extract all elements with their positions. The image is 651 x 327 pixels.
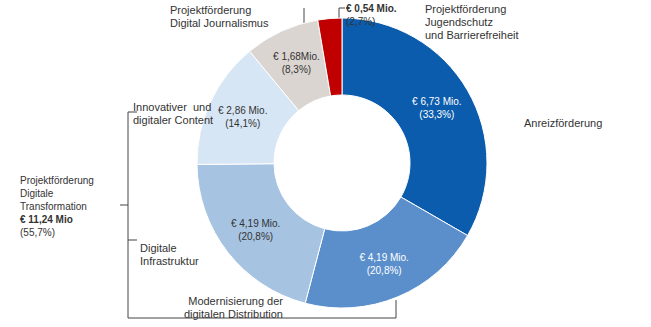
svg-text:Modernisierung der: Modernisierung der	[188, 295, 283, 307]
svg-text:(8,3%): (8,3%)	[282, 64, 311, 75]
svg-text:€ 4,19 Mio.: € 4,19 Mio.	[231, 218, 280, 229]
svg-text:Digitale: Digitale	[140, 242, 177, 254]
svg-text:€ 1,68Mio.: € 1,68Mio.	[273, 51, 320, 62]
svg-text:Infrastruktur: Infrastruktur	[140, 255, 199, 267]
svg-text:€ 6,73 Mio.: € 6,73 Mio.	[412, 96, 461, 107]
svg-text:Digital Journalismus: Digital Journalismus	[170, 17, 269, 29]
svg-text:(20,8%): (20,8%)	[367, 265, 402, 276]
svg-text:(2,7%): (2,7%)	[346, 16, 375, 27]
svg-text:Projektförderung: Projektförderung	[20, 175, 94, 186]
svg-text:(55,7%): (55,7%)	[20, 227, 55, 238]
svg-text:Projektförderung: Projektförderung	[425, 3, 506, 15]
svg-text:Innovativer und: Innovativer und	[133, 101, 211, 113]
svg-text:Anreizförderung: Anreizförderung	[524, 117, 602, 129]
svg-text:€ 2,86 Mio.: € 2,86 Mio.	[218, 105, 267, 116]
svg-text:(20,8%): (20,8%)	[238, 231, 273, 242]
svg-text:und Barrierefreiheit: und Barrierefreiheit	[425, 29, 519, 41]
svg-text:€ 4,19 Mio.: € 4,19 Mio.	[359, 252, 408, 263]
svg-text:digitalen Distribution: digitalen Distribution	[184, 308, 283, 320]
svg-text:Transformation: Transformation	[20, 201, 87, 212]
svg-text:(14,1%): (14,1%)	[225, 118, 260, 129]
svg-text:€ 0,54 Mio.: € 0,54 Mio.	[346, 3, 397, 14]
svg-text:(33,3%): (33,3%)	[419, 109, 454, 120]
svg-text:Projektförderung: Projektförderung	[170, 4, 251, 16]
svg-text:Digitale: Digitale	[20, 188, 54, 199]
svg-text:€ 11,24 Mio: € 11,24 Mio	[20, 214, 73, 225]
svg-text:Jugendschutz: Jugendschutz	[425, 16, 493, 28]
svg-text:digitaler Content: digitaler Content	[133, 114, 213, 126]
